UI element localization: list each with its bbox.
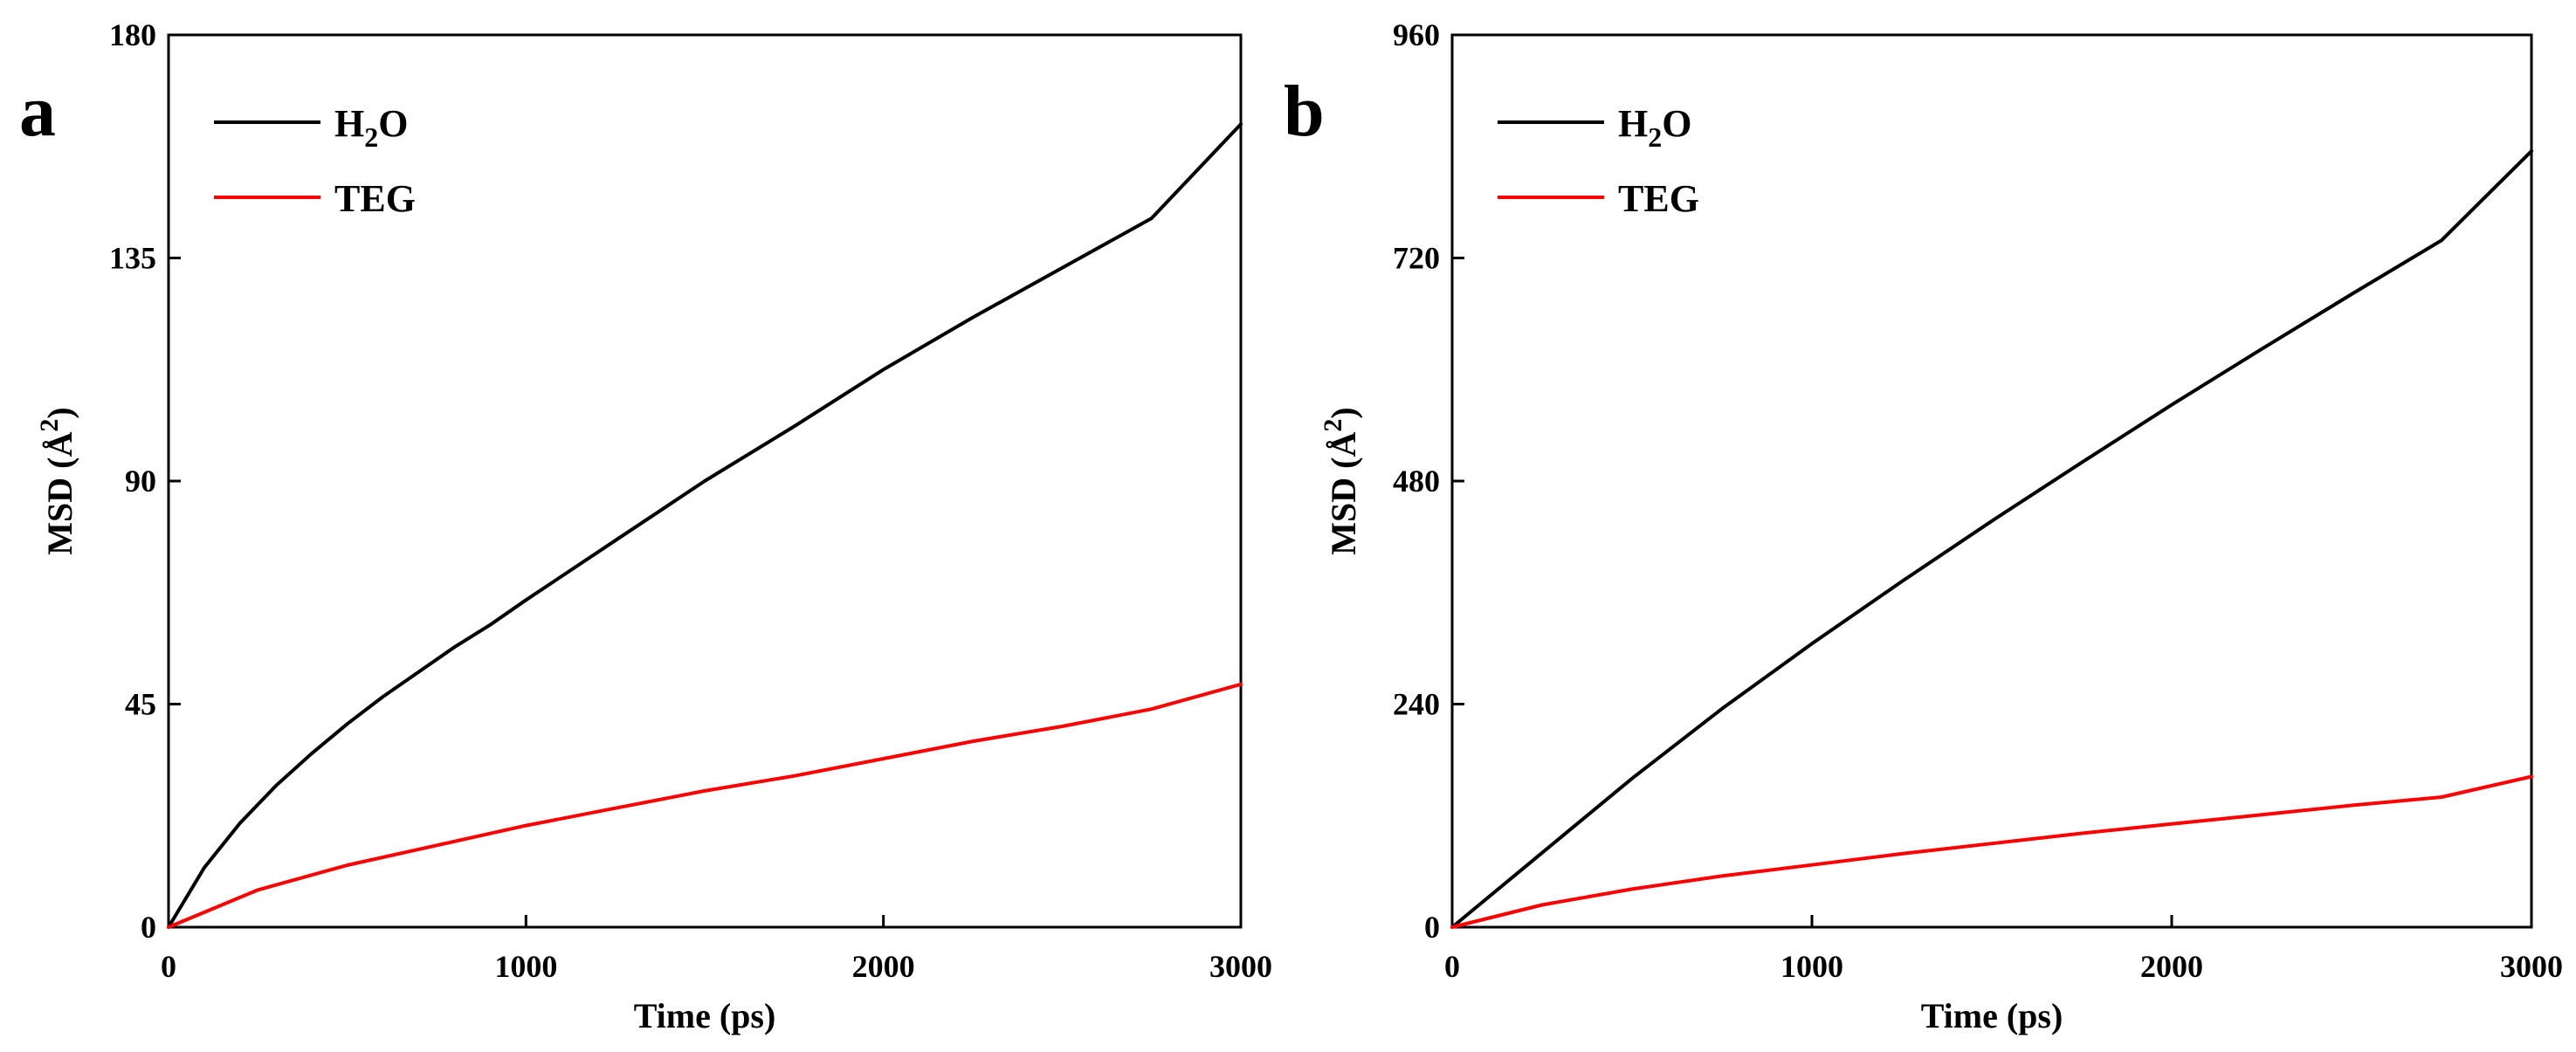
y-tick-label: 960 <box>1393 17 1440 52</box>
panel-label: a <box>19 71 56 152</box>
x-tick-label: 1000 <box>494 949 557 984</box>
legend-label-h2o: H2O <box>1618 102 1691 153</box>
legend-label-main: TEG <box>1618 177 1699 220</box>
panel-label: b <box>1284 71 1325 152</box>
y-axis-title-superscript: 2 <box>1319 419 1347 432</box>
series-line-h2o <box>167 122 1243 929</box>
y-axis-title-main: MSD ( <box>40 457 79 555</box>
y-axis-title-unit: Å <box>1324 432 1363 457</box>
x-axis-title: Time (ps) <box>634 996 776 1035</box>
x-tick-label: 3000 <box>1209 949 1272 984</box>
y-tick-label: 135 <box>109 241 156 276</box>
legend-label-teg: TEG <box>1618 177 1699 220</box>
y-axis-title-close: ) <box>40 407 79 418</box>
x-tick-label: 3000 <box>2500 949 2563 984</box>
legend-label-main: TEG <box>334 177 416 220</box>
series-line-h2o <box>1450 149 2533 929</box>
x-tick-label: 2000 <box>2140 949 2203 984</box>
y-tick-label: 0 <box>1424 910 1440 945</box>
legend-label-main: H <box>334 102 364 145</box>
legend-label-teg: TEG <box>334 177 416 220</box>
y-axis-title-main: MSD ( <box>1324 457 1363 555</box>
y-axis-title-superscript: 2 <box>35 419 64 432</box>
series-line-teg <box>1450 774 2533 929</box>
y-tick-label: 480 <box>1393 464 1440 498</box>
x-tick-label: 0 <box>1444 949 1460 984</box>
y-axis-title: MSD (Å2) <box>35 407 79 554</box>
legend-label-tail: O <box>378 102 408 145</box>
panel-b: 0 240 480 720 960 0 1000 2000 3000 Time (ps) MSD (… <box>1284 17 2563 1035</box>
x-tick-label: 0 <box>161 949 176 984</box>
y-tick-label: 0 <box>141 910 156 945</box>
series-line-teg <box>167 682 1243 929</box>
y-tick-label: 240 <box>1393 687 1440 722</box>
legend-label-subscript: 2 <box>1648 121 1662 153</box>
x-tick-label: 1000 <box>1780 949 1843 984</box>
legend-label-main: H <box>1618 102 1648 145</box>
y-axis-title-unit: Å <box>40 432 79 457</box>
legend-label-h2o: H2O <box>334 102 408 153</box>
y-tick-label: 720 <box>1393 241 1440 276</box>
x-tick-label: 2000 <box>852 949 915 984</box>
legend-label-subscript: 2 <box>364 121 378 153</box>
y-axis-title: MSD (Å2) <box>1319 407 1363 554</box>
x-axis-title: Time (ps) <box>1921 996 2063 1035</box>
y-axis-title-close: ) <box>1324 407 1363 418</box>
y-tick-label: 90 <box>125 464 156 498</box>
legend-label-tail: O <box>1662 102 1691 145</box>
y-tick-label: 45 <box>125 687 156 722</box>
y-tick-label: 180 <box>109 17 156 52</box>
